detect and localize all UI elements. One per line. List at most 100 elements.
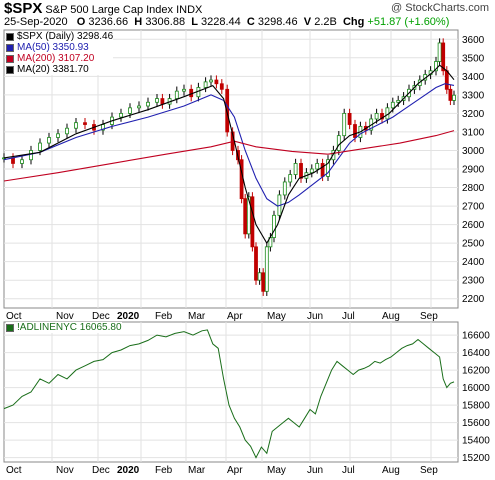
price-candle	[261, 272, 266, 292]
price-candle	[243, 198, 248, 235]
price-candle	[347, 113, 352, 125]
legend-swatch	[6, 65, 14, 74]
y-tick-label: 3500	[462, 53, 485, 64]
y-tick-label: 16200	[462, 366, 490, 377]
price-candle	[452, 94, 456, 101]
price-candle	[11, 157, 15, 164]
price-candle	[155, 98, 159, 103]
price-candle	[250, 196, 255, 248]
price-candle	[320, 163, 325, 177]
legend-swatch	[6, 43, 14, 52]
price-candle	[254, 246, 258, 281]
price-candle	[83, 122, 87, 125]
watermark: @ StockCharts.com	[391, 2, 489, 14]
series-line--adlinenyc	[3, 329, 455, 459]
low-label: L	[191, 16, 198, 28]
y-tick-label: 2700	[462, 202, 485, 213]
x-tick-label: Oct	[6, 465, 22, 476]
price-candle	[282, 181, 287, 196]
legend-swatch	[6, 54, 14, 63]
x-tick-label: 2020	[117, 311, 140, 322]
quote-line: 25-Sep-2020 O 3236.66 H 3306.88 L 3228.4…	[4, 16, 449, 28]
price-candle	[128, 107, 132, 114]
price-candle	[299, 163, 303, 179]
y-tick-label: 16600	[462, 331, 490, 342]
x-tick-label: Mar	[188, 311, 206, 322]
legend-entry: MA(20) 3381.70	[6, 64, 113, 75]
series-line-ma-200-	[3, 130, 455, 182]
price-candle	[272, 214, 276, 238]
price-candle	[380, 113, 384, 120]
price-candle	[20, 159, 24, 164]
price-candle	[342, 113, 347, 137]
x-tick-label: Aug	[382, 311, 400, 322]
y-tick-label: 2200	[462, 294, 485, 305]
x-tick-label: Mar	[188, 465, 206, 476]
legend-entry: MA(50) 3350.93	[6, 42, 113, 53]
plot-frame	[3, 321, 459, 463]
volume-label: V	[303, 16, 312, 28]
price-candle	[396, 100, 401, 103]
price-candle	[56, 133, 60, 138]
price-candle	[47, 137, 51, 144]
y-tick-label: 15200	[462, 453, 490, 464]
y-tick-label: 3200	[462, 109, 485, 120]
legend-entry: !ADLINENYC 16065.80	[6, 322, 122, 333]
x-tick-label: Jul	[342, 311, 355, 322]
chg-value: +51.87 (+1.60%)	[367, 16, 450, 28]
price-candle	[390, 101, 395, 109]
price-candle	[353, 124, 357, 138]
legend-swatch	[6, 323, 14, 332]
series-line-ma-50-	[3, 83, 455, 207]
y-tick-label: 3600	[462, 35, 485, 46]
price-candle	[264, 246, 269, 292]
x-tick-label: Aug	[382, 465, 400, 476]
price-candle	[437, 42, 442, 62]
volume-value: 2.2B	[314, 16, 337, 28]
y-tick-label: 2500	[462, 239, 485, 250]
x-tick-label: Oct	[6, 311, 22, 322]
breadth-legend: !ADLINENYC 16065.80	[6, 322, 122, 333]
x-tick-label: Apr	[227, 465, 243, 476]
price-candle	[160, 98, 165, 105]
y-tick-label: 2900	[462, 165, 485, 176]
y-tick-label: 2400	[462, 257, 485, 268]
price-candle	[293, 163, 298, 175]
price-candle	[288, 174, 293, 183]
y-tick-label: 15600	[462, 418, 490, 429]
price-candle	[119, 113, 123, 118]
y-tick-label: 2800	[462, 183, 485, 194]
price-candle	[219, 83, 224, 90]
series-line-ma-20-	[3, 64, 455, 245]
x-tick-label: Sep	[420, 311, 438, 322]
price-candle	[448, 88, 453, 101]
price-candle	[315, 163, 320, 170]
x-tick-label: Dec	[92, 465, 110, 476]
y-tick-label: 3400	[462, 72, 485, 83]
price-candle	[214, 79, 219, 85]
x-tick-label: Sep	[420, 465, 438, 476]
legend-text: MA(50) 3350.93	[17, 42, 89, 53]
price-candle	[444, 70, 449, 90]
price-candle	[38, 142, 42, 151]
price-candle	[182, 88, 186, 92]
high-value: 3306.88	[145, 16, 186, 28]
y-tick-label: 15800	[462, 401, 490, 412]
price-legend: $SPX (Daily) 3298.46 MA(50) 3350.93 MA(200…	[6, 31, 114, 75]
x-tick-label: Nov	[56, 465, 74, 476]
y-tick-label: 16400	[462, 348, 490, 359]
price-candle	[65, 127, 69, 135]
x-tick-label: May	[267, 465, 286, 476]
y-tick-label: 2600	[462, 220, 485, 231]
x-tick-label: Feb	[155, 311, 173, 322]
legend-text: MA(20) 3381.70	[17, 64, 89, 75]
legend-entry: $SPX (Daily) 3298.46	[6, 31, 113, 42]
close-label: C	[246, 16, 255, 28]
legend-text: !ADLINENYC 16065.80	[17, 322, 122, 333]
y-tick-label: 3300	[462, 90, 485, 101]
x-tick-label: Apr	[227, 311, 243, 322]
price-candle	[146, 101, 150, 107]
price-candle	[441, 42, 446, 72]
price-candle	[203, 81, 208, 88]
